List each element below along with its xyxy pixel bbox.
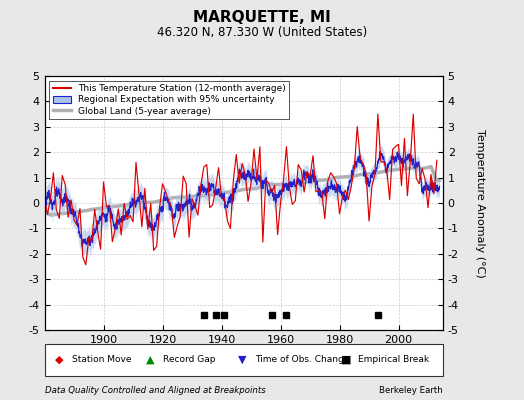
Text: ▲: ▲ — [146, 354, 155, 364]
Text: ▼: ▼ — [238, 354, 246, 364]
Text: Time of Obs. Change: Time of Obs. Change — [255, 355, 349, 364]
Text: Empirical Break: Empirical Break — [358, 355, 430, 364]
Text: 46.320 N, 87.330 W (United States): 46.320 N, 87.330 W (United States) — [157, 26, 367, 39]
Text: ◆: ◆ — [54, 354, 63, 364]
Text: Record Gap: Record Gap — [163, 355, 216, 364]
Text: ■: ■ — [341, 354, 352, 364]
FancyBboxPatch shape — [45, 344, 443, 376]
Text: Berkeley Earth: Berkeley Earth — [379, 386, 443, 395]
Y-axis label: Temperature Anomaly (°C): Temperature Anomaly (°C) — [475, 129, 485, 277]
Legend: This Temperature Station (12-month average), Regional Expectation with 95% uncer: This Temperature Station (12-month avera… — [49, 80, 289, 119]
Text: Data Quality Controlled and Aligned at Breakpoints: Data Quality Controlled and Aligned at B… — [45, 386, 265, 395]
Text: MARQUETTE, MI: MARQUETTE, MI — [193, 10, 331, 25]
Text: Station Move: Station Move — [72, 355, 131, 364]
